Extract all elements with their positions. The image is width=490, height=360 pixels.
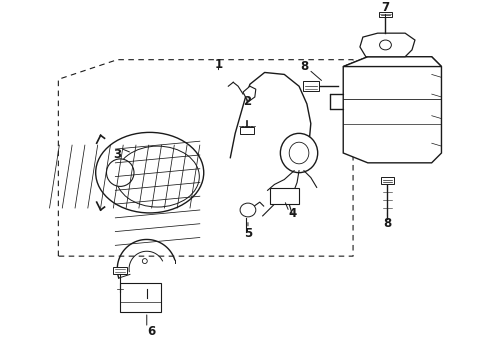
Ellipse shape bbox=[289, 142, 309, 164]
Ellipse shape bbox=[116, 146, 199, 207]
Text: 2: 2 bbox=[243, 95, 251, 108]
Ellipse shape bbox=[142, 258, 147, 264]
Ellipse shape bbox=[380, 40, 392, 50]
Bar bbox=[270, 188, 299, 204]
Text: 3: 3 bbox=[113, 148, 122, 162]
Polygon shape bbox=[343, 57, 441, 67]
Bar bbox=[113, 267, 127, 274]
Polygon shape bbox=[243, 86, 256, 102]
Bar bbox=[240, 127, 254, 134]
Bar bbox=[303, 81, 318, 91]
Text: 5: 5 bbox=[244, 227, 252, 240]
Ellipse shape bbox=[96, 132, 204, 213]
Text: 8: 8 bbox=[300, 60, 308, 73]
Polygon shape bbox=[343, 57, 441, 163]
Text: 4: 4 bbox=[288, 207, 296, 220]
Ellipse shape bbox=[106, 159, 134, 186]
Bar bbox=[381, 177, 394, 184]
Bar bbox=[379, 12, 392, 17]
Polygon shape bbox=[360, 33, 415, 57]
Text: 8: 8 bbox=[383, 217, 392, 230]
Text: 1: 1 bbox=[215, 58, 222, 71]
Text: 6: 6 bbox=[147, 325, 156, 338]
Ellipse shape bbox=[280, 133, 318, 173]
Text: 7: 7 bbox=[381, 1, 390, 14]
Bar bbox=[120, 283, 162, 312]
Ellipse shape bbox=[240, 203, 256, 217]
